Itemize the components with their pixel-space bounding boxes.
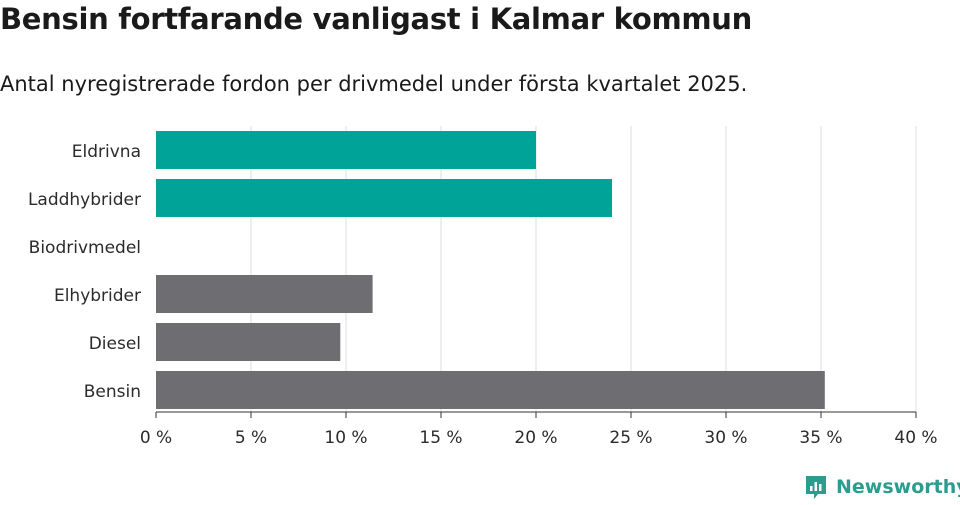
newsworthy-logo: Newsworthy (804, 474, 960, 500)
x-tick-label: 30 % (704, 428, 747, 448)
category-label: Biodrivmedel (29, 238, 141, 258)
category-label: Bensin (84, 382, 141, 402)
bar (156, 179, 612, 217)
bar (156, 275, 373, 313)
x-tick-label: 0 % (140, 428, 172, 448)
x-tick-label: 10 % (324, 428, 367, 448)
newsworthy-logo-text: Newsworthy (836, 476, 960, 498)
newsworthy-logo-icon (806, 476, 826, 499)
x-tick-label: 35 % (799, 428, 842, 448)
bar (156, 323, 341, 361)
chart-subtitle: Antal nyregistrerade fordon per drivmede… (0, 72, 748, 96)
category-label: Eldrivna (72, 142, 141, 162)
x-tick-label: 25 % (609, 428, 652, 448)
x-tick-label: 15 % (419, 428, 462, 448)
chart-title: Bensin fortfarande vanligast i Kalmar ko… (0, 2, 753, 36)
bar (156, 371, 825, 409)
bar (156, 131, 536, 169)
x-tick-label: 40 % (894, 428, 937, 448)
category-label: Elhybrider (54, 286, 141, 306)
x-tick-label: 5 % (235, 428, 267, 448)
category-label: Laddhybrider (28, 190, 141, 210)
x-tick-label: 20 % (514, 428, 557, 448)
category-label: Diesel (89, 334, 141, 354)
